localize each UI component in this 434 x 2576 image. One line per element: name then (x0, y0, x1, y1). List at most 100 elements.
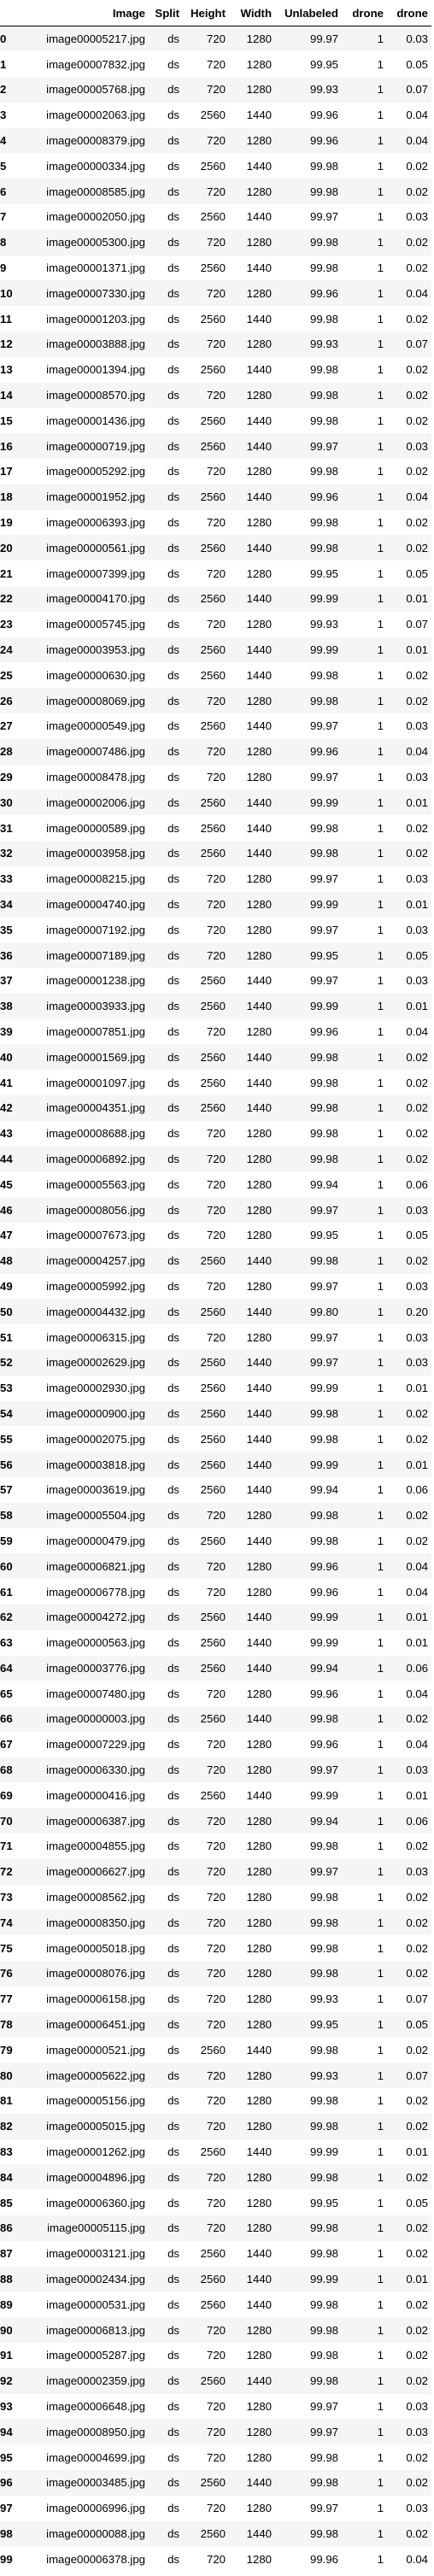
cell-unlabeled: 99.94 (309, 1661, 338, 1675)
table-row: 78 image00006451.jpg ds 720 1280 99.95 1 0.05 (0, 2011, 431, 2038)
cell-height: 2560 (200, 1050, 226, 1064)
cell-width: 1280 (246, 236, 272, 249)
cell-unlabeled: 99.97 (309, 439, 338, 453)
cell-width: 1280 (246, 1229, 272, 1242)
cell-image: image00004170.jpg (46, 592, 145, 606)
cell-drone-count: 1 (377, 2526, 384, 2540)
cell-width: 1280 (246, 1509, 272, 1523)
cell-width: 1280 (246, 694, 272, 707)
cell-image: image00002006.jpg (46, 795, 145, 809)
cell-split: ds (167, 159, 179, 173)
cell-drone-percent: 0.02 (406, 1101, 428, 1115)
row-index: 39 (0, 1024, 13, 1038)
cell-split: ds (167, 2400, 179, 2413)
cell-height: 2560 (200, 1611, 226, 1624)
cell-split: ds (167, 1177, 179, 1191)
cell-height: 2560 (200, 261, 226, 275)
header-unlabeled: Unlabeled (275, 0, 342, 26)
cell-width: 1280 (246, 337, 272, 351)
cell-width: 1280 (246, 897, 272, 911)
cell-unlabeled: 99.98 (309, 414, 338, 427)
cell-drone-count: 1 (377, 1712, 384, 1726)
cell-split: ds (167, 771, 179, 783)
cell-unlabeled: 99.96 (309, 134, 338, 148)
table-row: 65 image00007480.jpg ds 720 1280 99.96 1 0.04 (0, 1681, 431, 1706)
cell-drone-percent: 0.01 (406, 897, 428, 911)
cell-unlabeled: 99.96 (309, 490, 338, 504)
row-index: 68 (0, 1763, 13, 1777)
cell-drone-count: 1 (377, 286, 384, 300)
cell-drone-count: 1 (377, 1636, 384, 1650)
cell-split: ds (167, 1559, 179, 1573)
cell-drone-percent: 0.03 (406, 974, 428, 988)
cell-drone-percent: 0.01 (406, 643, 428, 657)
cell-split: ds (167, 694, 179, 707)
cell-drone-count: 1 (377, 2247, 384, 2261)
cell-image: image00007189.jpg (46, 948, 145, 962)
table-row: 9 image00001371.jpg ds 2560 1440 99.98 1 0.02 (0, 255, 431, 281)
table-row: 48 image00004257.jpg ds 2560 1440 99.98 1 0.02 (0, 1247, 431, 1274)
row-index: 25 (0, 668, 13, 682)
cell-height: 720 (206, 1203, 226, 1217)
cell-drone-percent: 0.02 (406, 159, 428, 173)
cell-width: 1280 (246, 185, 272, 198)
cell-image: image00002050.jpg (46, 210, 145, 224)
table-row: 61 image00006778.jpg ds 720 1280 99.96 1 0.04 (0, 1579, 431, 1605)
cell-unlabeled: 99.98 (309, 1840, 338, 1853)
cell-unlabeled: 99.96 (309, 2552, 338, 2566)
cell-drone-percent: 0.01 (406, 1636, 428, 1650)
cell-height: 720 (206, 32, 226, 46)
cell-width: 1280 (246, 1738, 272, 1752)
cell-image: image00006627.jpg (46, 1865, 145, 1879)
row-index: 15 (0, 414, 13, 427)
cell-drone-count: 1 (377, 1177, 384, 1191)
cell-drone-count: 1 (377, 210, 384, 224)
cell-split: ds (167, 847, 179, 860)
cell-image: image00004740.jpg (46, 897, 145, 911)
cell-drone-count: 1 (377, 1024, 384, 1038)
cell-height: 720 (206, 745, 226, 759)
row-index: 26 (0, 694, 13, 707)
row-index: 82 (0, 2120, 13, 2133)
cell-image: image00008379.jpg (46, 134, 145, 148)
cell-drone-percent: 0.07 (406, 2068, 428, 2082)
row-index: 8 (0, 236, 7, 249)
table-row: 60 image00006821.jpg ds 720 1280 99.96 1 0.04 (0, 1553, 431, 1580)
cell-image: image00000088.jpg (46, 2526, 145, 2540)
cell-split: ds (167, 1406, 179, 1420)
cell-drone-count: 1 (377, 1305, 384, 1318)
row-index: 81 (0, 2094, 13, 2108)
cell-split: ds (167, 1585, 179, 1599)
cell-width: 1280 (246, 2196, 272, 2209)
cell-image: image00005622.jpg (46, 2068, 145, 2082)
cell-image: image00008950.jpg (46, 2425, 145, 2438)
cell-drone-count: 1 (377, 2297, 384, 2311)
table-row: 28 image00007486.jpg ds 720 1280 99.96 1 0.04 (0, 738, 431, 765)
cell-drone-percent: 0.04 (406, 1024, 428, 1038)
cell-unlabeled: 99.98 (309, 1076, 338, 1089)
cell-drone-percent: 0.03 (406, 1203, 428, 1217)
cell-unlabeled: 99.97 (309, 1763, 338, 1777)
row-index: 31 (0, 821, 13, 835)
row-index: 10 (0, 286, 13, 300)
cell-split: ds (167, 1661, 179, 1675)
cell-drone-count: 1 (377, 541, 384, 555)
table-row: 8 image00005300.jpg ds 720 1280 99.98 1 0.02 (0, 229, 431, 255)
cell-width: 1280 (246, 134, 272, 148)
cell-image: image00005287.jpg (46, 2349, 145, 2362)
table-row: 14 image00008570.jpg ds 720 1280 99.98 1 0.02 (0, 382, 431, 408)
cell-drone-count: 1 (377, 312, 384, 326)
cell-unlabeled: 99.98 (309, 694, 338, 707)
cell-unlabeled: 99.93 (309, 1992, 338, 2006)
cell-drone-count: 1 (377, 2476, 384, 2490)
cell-height: 2560 (200, 2247, 226, 2261)
cell-width: 1280 (246, 1279, 272, 1293)
cell-image: image00001262.jpg (46, 2145, 145, 2159)
cell-unlabeled: 99.97 (309, 1356, 338, 1370)
cell-height: 720 (206, 2323, 226, 2337)
cell-drone-count: 1 (377, 2043, 384, 2057)
cell-drone-percent: 0.02 (406, 2349, 428, 2362)
cell-split: ds (167, 1305, 179, 1318)
cell-image: image00006451.jpg (46, 2018, 145, 2032)
row-index: 91 (0, 2349, 13, 2362)
